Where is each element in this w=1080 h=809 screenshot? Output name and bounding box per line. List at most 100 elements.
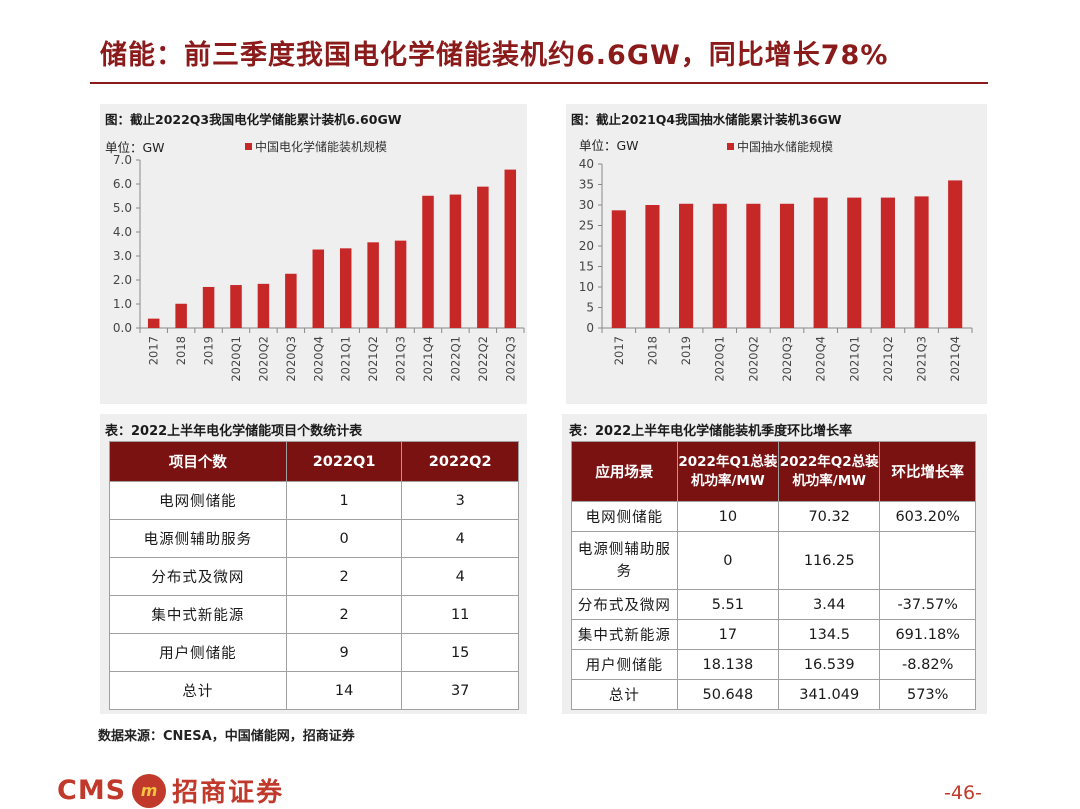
row-label: 电源侧辅助服务 [109,519,287,558]
table-row: 电网侧储能 1 3 [109,481,519,520]
x-tick-label: 2020Q4 [814,336,828,382]
y-tick-label: 35 [579,178,594,192]
cell-value: 0 [676,531,780,590]
bar [914,196,929,328]
bar [175,303,187,328]
bar [477,186,489,328]
table-row: 电网侧储能 10 70.32 603.20% [571,501,976,532]
table-panel-project-count: 表：2022上半年电化学储能项目个数统计表 项目个数 2022Q1 2022Q2… [100,414,527,714]
cell-value: 10 [676,501,780,532]
x-tick-label: 2018 [174,336,188,365]
y-tick-label: 4.0 [113,225,132,239]
unit-label: 单位：GW [105,140,165,155]
y-tick-label: 0 [586,321,594,335]
table-row: 总计 50.648 341.049 573% [571,679,976,710]
bar [339,248,352,328]
table-row: 电源侧辅助服务 0 4 [109,519,519,558]
x-tick-label: 2022Q1 [448,336,462,382]
row-label: 集中式新能源 [109,595,287,634]
bar [257,283,270,328]
x-tick-label: 2020Q4 [311,336,325,382]
x-tick-label: 2021Q4 [421,336,435,382]
x-tick-label: 2019 [679,336,693,365]
cell-value: 37 [401,671,519,710]
bar [679,203,694,328]
y-tick-label: 40 [579,157,594,171]
cell-value: 3 [401,481,519,520]
x-tick-label: 2021Q2 [881,336,895,382]
table-title: 表：2022上半年电化学储能装机季度环比增长率 [569,424,853,439]
chart-panel-pumped-hydro: 图：截止2021Q4我国抽水储能累计装机36GW 单位：GW 中国抽水储能规模 … [566,104,987,404]
header-cell: 2022年Q2总装机功率/MW [777,441,881,502]
bar [948,180,963,328]
growth-rate-table: 应用场景 2022年Q1总装机功率/MW 2022年Q2总装机功率/MW 环比增… [571,441,976,710]
y-tick-label: 5.0 [113,201,132,215]
cell-value: 603.20% [879,501,976,532]
cell-value: 2 [285,595,403,634]
legend-swatch [245,143,252,150]
y-tick-label: 2.0 [113,273,132,287]
table-panel-growth-rate: 表：2022上半年电化学储能装机季度环比增长率 应用场景 2022年Q1总装机功… [562,414,987,714]
cell-value: 11 [401,595,519,634]
cell-value: 16.539 [777,649,881,680]
bar [813,197,828,328]
cell-value: 2 [285,557,403,596]
row-label: 电源侧辅助服务 [571,531,678,590]
header-cell: 2022年Q1总装机功率/MW [676,441,780,502]
cell-value: 9 [285,633,403,672]
legend-label: 中国电化学储能装机规模 [255,140,388,154]
project-count-table: 项目个数 2022Q1 2022Q2 电网侧储能 1 3 电源侧辅助服务 0 4… [109,441,519,710]
x-tick-label: 2022Q3 [503,336,517,382]
table-row: 分布式及微网 2 4 [109,557,519,596]
x-tick-label: 2020Q3 [780,336,794,382]
cell-value: 14 [285,671,403,710]
cell-value: 50.648 [676,679,780,710]
bar [285,273,297,328]
data-source-note: 数据来源：CNESA，中国储能网，招商证券 [98,729,355,744]
x-tick-label: 2020Q1 [229,336,243,382]
bar [394,240,407,328]
row-label: 电网侧储能 [571,501,678,532]
table-row: 总计 14 37 [109,671,519,710]
y-tick-label: 25 [579,219,594,233]
y-tick-label: 20 [579,239,594,253]
cell-value: 573% [879,679,976,710]
y-tick-label: 1.0 [113,297,132,311]
chart-title: 图：截止2022Q3我国电化学储能累计装机6.60GW [105,112,402,127]
unit-label: 单位：GW [579,138,639,153]
cell-value: 116.25 [777,531,881,590]
bar [880,197,895,328]
table-row: 分布式及微网 5.51 3.44 -37.57% [571,589,976,620]
logo-text-cms: CMS [57,775,127,806]
cell-value: 4 [401,557,519,596]
y-tick-label: 30 [579,198,594,212]
bar-chart-electrochemical: 0.0 1.0 2.0 3.0 4.0 5.0 6.0 7.0 2017 2018 2019 2020… [113,153,525,382]
x-tick-label: 2022Q2 [476,336,490,382]
bar [312,249,325,328]
title-divider [90,82,988,84]
cell-value: 341.049 [777,679,881,710]
cell-value: 1 [285,481,403,520]
row-label: 分布式及微网 [571,589,678,620]
bar [779,203,795,328]
x-tick-label: 2020Q3 [284,336,298,382]
cell-value: -8.82% [879,649,976,680]
header-cell: 2022Q2 [401,441,519,482]
x-tick-label: 2020Q1 [713,336,727,382]
legend-swatch [727,143,734,150]
chart-panel-electrochemical: 图：截止2022Q3我国电化学储能累计装机6.60GW 单位：GW 中国电化学储… [100,104,527,404]
table-row: 集中式新能源 2 11 [109,595,519,634]
chart-title: 图：截止2021Q4我国抽水储能累计装机36GW [571,112,842,127]
bar [367,242,379,328]
cell-value: 70.32 [777,501,881,532]
cell-value [879,531,976,590]
cell-value: 15 [401,633,519,672]
row-label: 集中式新能源 [571,619,678,650]
y-tick-label: 0.0 [113,321,132,335]
cell-value: 5.51 [676,589,780,620]
bar [202,286,215,328]
table-title: 表：2022上半年电化学储能项目个数统计表 [105,424,363,439]
cell-value: 0 [285,519,403,558]
x-tick-label: 2021Q3 [915,336,929,382]
bar-chart-pumped-hydro: 0 5 10 15 20 25 30 35 40 2017 2018 2019 2020Q1 2020Q2… [579,157,973,382]
